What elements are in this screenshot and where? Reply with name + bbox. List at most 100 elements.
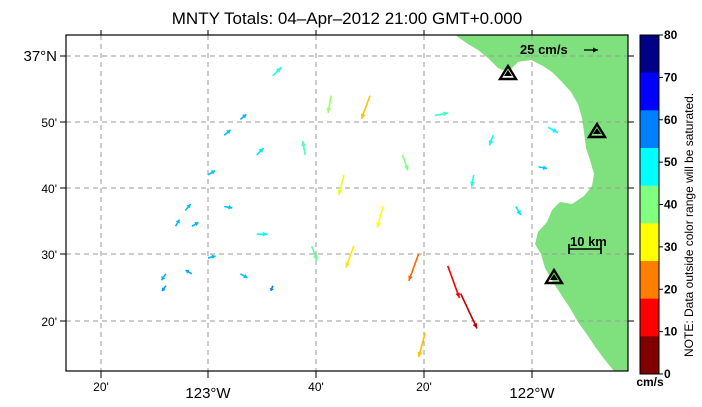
x-tick-label: 122°W	[509, 385, 555, 402]
triangle-station-icon[interactable]	[497, 63, 519, 81]
current-vector	[256, 231, 268, 237]
current-vector	[207, 169, 216, 176]
current-vector-head	[312, 255, 318, 261]
current-vector-head	[417, 351, 423, 358]
current-vector-head	[210, 170, 216, 175]
current-vector-head	[243, 273, 248, 279]
current-vector	[470, 174, 475, 187]
y-tick-label: 50'	[41, 116, 57, 130]
current-vector	[547, 126, 559, 134]
reference-vector-label: 25 cm/s	[520, 42, 568, 57]
current-vector	[239, 113, 247, 120]
colorbar-segment	[640, 72, 659, 111]
current-vector-head	[542, 165, 548, 171]
current-vector	[224, 204, 233, 210]
current-vector	[538, 165, 548, 171]
y-tick-label: 20'	[41, 315, 57, 329]
current-vector	[160, 273, 167, 281]
current-vector-shaft	[459, 293, 478, 329]
map-title: MNTY Totals: 04–Apr–2012 21:00 GMT+0.000	[172, 9, 522, 28]
current-vector	[191, 221, 199, 227]
current-vector	[345, 245, 355, 269]
current-vector-head	[345, 262, 350, 268]
current-vector	[184, 203, 192, 211]
triangle-station-icon[interactable]	[543, 267, 565, 285]
current-vector	[376, 206, 384, 228]
current-vector	[459, 293, 478, 329]
current-vector	[223, 129, 232, 136]
current-vector	[301, 140, 306, 156]
current-vectors	[160, 66, 559, 358]
current-vector-head	[161, 287, 166, 292]
current-vector	[207, 254, 216, 260]
colorbar-segment	[640, 110, 659, 149]
current-vector	[515, 206, 522, 216]
frame-ticks	[60, 30, 634, 378]
current-vector-head	[262, 231, 268, 237]
grid-lines	[66, 35, 628, 371]
current-vector	[417, 332, 426, 358]
current-vector-head	[228, 204, 233, 210]
distance-scale: 10 km	[568, 234, 607, 254]
current-vector-head	[376, 222, 381, 228]
x-tick-label: 123°W	[185, 385, 231, 402]
current-vector-head	[360, 113, 366, 119]
current-vector-head	[211, 254, 216, 260]
map-plot-area[interactable]	[66, 35, 628, 371]
current-vector	[272, 66, 282, 77]
map-border	[65, 34, 629, 372]
scale-bar	[568, 244, 602, 254]
colorbar-tick-label: 20	[664, 282, 678, 296]
radar-stations	[497, 63, 608, 285]
current-vector-head	[326, 107, 332, 113]
colorbar-segment	[640, 298, 659, 337]
colorbar-tick-label: 10	[664, 325, 678, 339]
current-vector	[269, 285, 275, 292]
current-vector	[326, 95, 332, 114]
current-vector	[185, 269, 193, 275]
current-vector-shaft	[447, 265, 461, 299]
colorbar-tick-label: 40	[664, 198, 678, 212]
y-axis-ticks: 37°N 50' 40' 30' 20'	[23, 48, 57, 329]
colorbar-unit: cm/s	[636, 375, 664, 389]
colorbar-tick-label: 50	[664, 155, 678, 169]
colorbar-segment	[640, 35, 659, 74]
reference-vector: 25 cm/s	[520, 42, 598, 57]
colorbar-tick-label: 60	[664, 113, 678, 127]
current-vector	[337, 174, 345, 196]
x-tick-label: 20'	[93, 380, 109, 394]
current-vector-head	[161, 275, 166, 281]
current-vector	[488, 134, 494, 146]
current-vector-head	[516, 209, 521, 216]
colorbar-segment	[640, 223, 659, 262]
current-vector	[256, 147, 265, 156]
colorbar-tick-label: 0	[664, 367, 671, 381]
current-vector-head	[408, 275, 413, 281]
current-vector-head	[226, 129, 231, 135]
colorbar-tick-label: 70	[664, 70, 678, 84]
current-vector-head	[269, 287, 275, 291]
colorbar	[640, 35, 659, 375]
coastline-land	[455, 35, 628, 371]
y-tick-label: 30'	[41, 248, 57, 262]
current-vector	[401, 154, 409, 171]
current-vector-head	[488, 140, 494, 146]
reference-vector-arrowhead	[593, 47, 598, 53]
x-axis-ticks: 20' 123°W 40' 20' 122°W	[93, 380, 555, 402]
colorbar-tick-label: 30	[664, 240, 678, 254]
scale-bar-label: 10 km	[570, 234, 607, 249]
current-vector	[447, 265, 461, 299]
colorbar-segment	[640, 261, 659, 300]
y-tick-label: 40'	[41, 182, 57, 196]
x-tick-label: 40'	[308, 380, 324, 394]
current-vector	[360, 95, 371, 120]
current-vector	[161, 285, 167, 292]
current-vector-head	[552, 128, 558, 133]
current-vector-head	[242, 114, 247, 119]
current-vector-head	[175, 219, 180, 224]
current-vector	[239, 273, 248, 279]
triangle-station-icon[interactable]	[586, 121, 608, 139]
current-vector-head	[472, 322, 478, 329]
current-vector-head	[276, 67, 282, 73]
